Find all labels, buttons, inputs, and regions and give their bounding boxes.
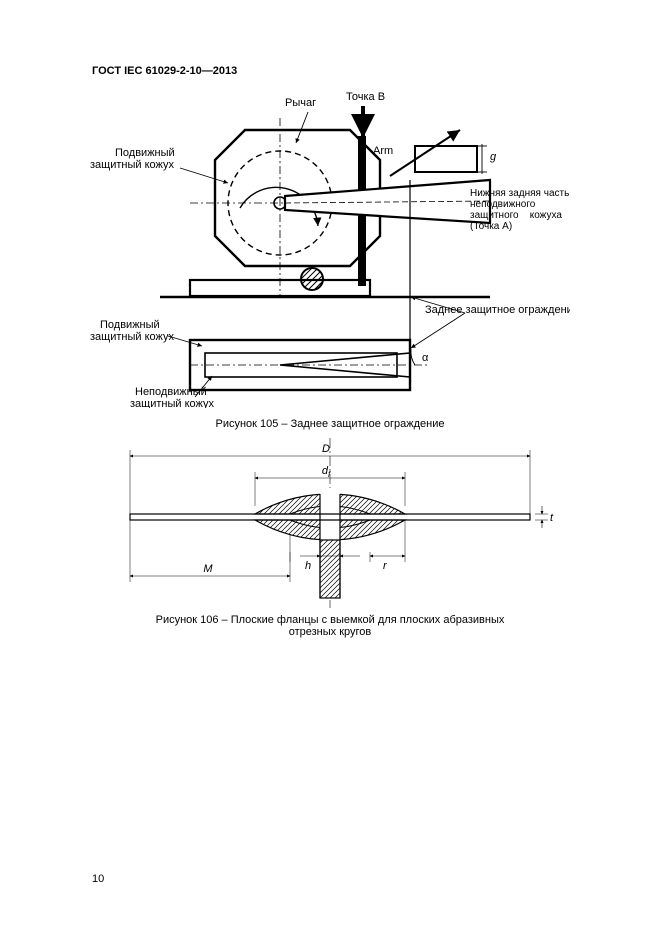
figure-105-svg: Подвижный защитный кожух Рычаг Точка В A… xyxy=(90,88,570,408)
dim-D: D xyxy=(322,443,330,455)
dim-t: t xyxy=(550,512,554,524)
label-g: g xyxy=(490,151,497,163)
label-arm: Arm xyxy=(373,145,393,157)
figure-105-caption: Рисунок 105 – Заднее защитное ограждение xyxy=(100,418,560,430)
label-lever: Рычаг xyxy=(285,97,316,109)
dim-r: r xyxy=(383,560,388,572)
figure-105: Подвижный защитный кожух Рычаг Точка В A… xyxy=(90,88,570,408)
figure-106-caption-text: Рисунок 106 – Плоские фланцы с выемкой д… xyxy=(156,614,505,638)
label-movable-guard-bottom: Подвижный защитный кожух xyxy=(90,319,174,343)
label-point-b: Точка В xyxy=(346,91,385,103)
figure-106-caption: Рисунок 106 – Плоские фланцы с выемкой д… xyxy=(100,614,560,638)
dim-h: h xyxy=(305,560,311,572)
label-alpha: α xyxy=(422,352,429,364)
label-lower-rear-fixed-guard: Нижняя задняя часть неподвижного защитно… xyxy=(470,188,570,232)
label-movable-guard-top: Подвижный защитный кожух xyxy=(90,147,178,171)
page: ГОСТ IEC 61029-2-10—2013 xyxy=(0,0,661,935)
figure-106-svg: D df xyxy=(90,438,570,613)
label-fixed-guard-bottom: Неподвижный защитный кожух xyxy=(130,386,214,408)
dim-df: df xyxy=(322,465,331,479)
figure-106: D df xyxy=(90,438,570,613)
document-header: ГОСТ IEC 61029-2-10—2013 xyxy=(92,65,237,77)
label-rear-guard: Заднее защитное ограждение xyxy=(425,304,570,316)
page-number: 10 xyxy=(92,873,104,885)
dim-M: M xyxy=(203,563,213,575)
